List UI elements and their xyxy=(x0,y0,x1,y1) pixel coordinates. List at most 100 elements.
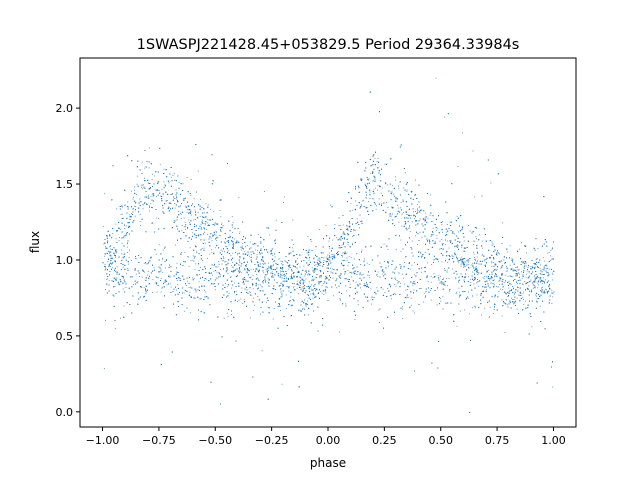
data-point xyxy=(222,226,224,228)
data-point xyxy=(154,175,156,177)
data-point xyxy=(157,183,159,185)
data-point xyxy=(248,253,250,255)
data-point xyxy=(464,277,466,279)
data-point xyxy=(216,278,218,280)
data-point xyxy=(418,288,420,289)
data-point xyxy=(201,284,203,286)
data-point xyxy=(481,314,483,316)
data-point xyxy=(180,218,182,219)
data-point xyxy=(551,272,553,274)
data-point xyxy=(225,261,227,262)
data-point xyxy=(202,260,203,261)
data-point xyxy=(330,204,332,206)
data-point xyxy=(544,260,546,262)
data-point xyxy=(412,199,414,201)
data-point xyxy=(357,284,358,286)
data-point xyxy=(144,177,145,179)
data-point xyxy=(460,256,462,258)
data-point xyxy=(546,265,548,267)
data-point xyxy=(250,276,252,278)
data-point xyxy=(296,287,298,289)
data-point xyxy=(366,262,368,264)
data-point xyxy=(192,255,194,257)
data-point xyxy=(243,261,245,263)
data-point xyxy=(314,264,316,266)
data-point xyxy=(142,203,143,205)
data-point xyxy=(522,293,524,295)
data-point xyxy=(104,264,106,265)
data-point xyxy=(180,212,181,214)
data-point xyxy=(491,244,493,246)
data-point xyxy=(457,166,459,167)
data-point xyxy=(345,271,347,273)
data-point xyxy=(395,215,397,217)
data-point xyxy=(296,258,298,260)
data-point xyxy=(205,291,207,293)
data-point xyxy=(512,299,514,300)
data-point xyxy=(254,249,256,251)
data-point xyxy=(265,268,267,270)
data-point xyxy=(246,264,247,265)
data-point xyxy=(264,191,265,192)
data-point xyxy=(521,277,523,279)
data-point xyxy=(283,202,284,203)
data-point xyxy=(530,279,532,281)
data-point xyxy=(463,266,464,268)
data-point xyxy=(256,268,258,270)
data-point xyxy=(449,221,451,223)
data-point xyxy=(197,212,199,213)
data-point xyxy=(348,256,350,258)
data-point xyxy=(397,213,399,215)
data-point xyxy=(143,184,144,186)
data-point xyxy=(211,240,213,242)
data-point xyxy=(473,283,475,285)
data-point xyxy=(135,194,137,195)
data-point xyxy=(156,217,158,219)
data-point xyxy=(300,254,302,256)
data-point xyxy=(118,240,120,241)
data-point xyxy=(437,228,439,230)
data-point xyxy=(256,278,258,279)
data-point xyxy=(176,280,178,281)
data-point xyxy=(160,195,162,197)
data-point xyxy=(226,241,228,242)
data-point xyxy=(330,256,332,258)
data-point xyxy=(119,283,121,285)
data-point xyxy=(152,270,153,272)
data-point xyxy=(200,227,202,229)
data-point xyxy=(218,261,220,262)
data-point xyxy=(183,217,185,219)
data-point xyxy=(468,225,469,226)
data-point xyxy=(123,217,124,219)
data-point xyxy=(325,292,327,294)
data-point xyxy=(347,242,349,243)
data-point xyxy=(340,275,341,276)
data-point xyxy=(115,252,117,254)
data-point xyxy=(459,279,461,281)
data-point xyxy=(323,294,325,295)
data-point xyxy=(458,291,460,293)
data-point xyxy=(462,132,463,134)
data-point xyxy=(310,293,312,295)
data-point xyxy=(430,194,431,196)
data-point xyxy=(258,278,259,280)
data-point xyxy=(195,263,197,265)
data-point xyxy=(304,309,306,310)
data-point xyxy=(262,263,264,264)
data-point xyxy=(142,208,144,210)
data-point xyxy=(519,273,520,275)
data-point xyxy=(231,314,233,315)
data-point xyxy=(213,270,215,272)
data-point xyxy=(204,228,206,230)
data-point xyxy=(397,207,399,209)
data-point xyxy=(472,271,474,273)
data-point xyxy=(191,232,193,234)
data-point xyxy=(204,289,205,291)
data-point xyxy=(245,246,246,248)
data-point xyxy=(227,315,229,317)
data-point xyxy=(129,249,130,251)
data-point xyxy=(129,214,131,216)
data-point xyxy=(533,284,535,286)
data-point xyxy=(251,259,252,261)
data-point xyxy=(474,257,476,258)
